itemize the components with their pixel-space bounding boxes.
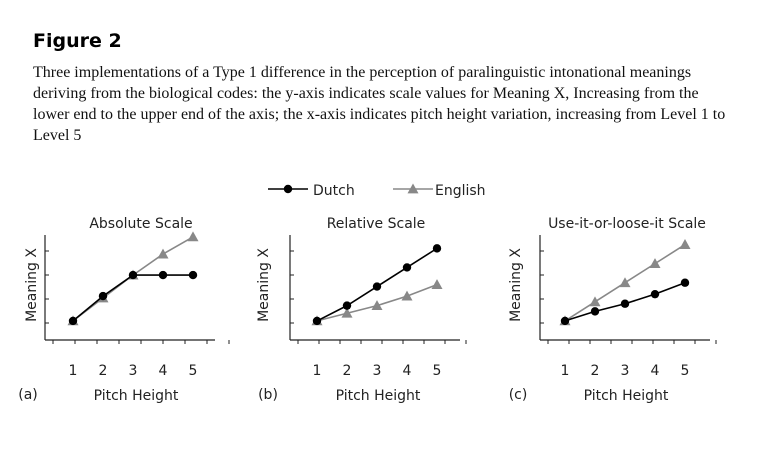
data-point-dutch-4 (158, 270, 168, 280)
series-dutch (312, 244, 442, 326)
y-axis-label: Meaning X (508, 248, 524, 322)
series-line-dutch (72, 274, 193, 322)
data-point-dutch-4 (650, 289, 660, 299)
data-point-english-3 (371, 300, 383, 311)
x-axis-label: Pitch Height (94, 388, 179, 404)
data-point-dutch-1 (560, 316, 570, 326)
x-tick-label: 1 (561, 363, 570, 379)
data-point-dutch-2 (98, 291, 108, 301)
data-point-english-2 (341, 307, 353, 318)
data-point-dutch-3 (128, 270, 138, 280)
x-tick-label: 2 (99, 363, 108, 379)
chart-panel-2: Relative Scale 1 2 3 4 5 Pitch Height Meaning X… (256, 216, 467, 404)
x-tick-label: 5 (433, 363, 442, 379)
x-tick-label: 2 (343, 363, 352, 379)
panel-label: (b) (258, 387, 278, 403)
data-point-dutch-1 (312, 316, 322, 326)
legend-marker (283, 184, 293, 194)
x-tick-label: 3 (129, 363, 138, 379)
data-point-dutch-2 (590, 307, 600, 316)
data-point-dutch-3 (372, 282, 382, 291)
panel-title: Relative Scale (327, 216, 426, 232)
y-axis-label: Meaning X (24, 248, 40, 322)
legend-label: English (435, 183, 486, 199)
data-point-english-3 (619, 277, 631, 288)
panel-title: Absolute Scale (89, 216, 192, 232)
x-tick-label: 5 (189, 363, 198, 379)
series-dutch (560, 278, 690, 326)
panel-label: (a) (18, 387, 38, 403)
data-point-english-5 (187, 231, 199, 242)
x-tick-label: 4 (403, 363, 412, 379)
chart-panel-3: Use-it-or-loose-it Scale 1 2 3 4 5 Pitch Heigh… (508, 216, 717, 404)
data-point-dutch-3 (620, 299, 630, 308)
data-point-dutch-5 (680, 278, 690, 287)
legend-label: Dutch (313, 183, 355, 199)
chart-panel-1: Absolute Scale 1 2 3 4 5 Pitch Height Meaning X… (18, 216, 230, 404)
data-point-dutch-4 (402, 263, 412, 272)
figure-caption: Three implementations of a Type 1 differ… (33, 64, 726, 144)
data-point-dutch-5 (432, 244, 442, 253)
panel-title: Use-it-or-loose-it Scale (548, 216, 706, 232)
data-point-english-4 (157, 248, 169, 259)
x-tick-label: 1 (69, 363, 78, 379)
data-point-dutch-2 (342, 301, 352, 310)
data-point-dutch-1 (68, 316, 78, 326)
x-tick-label: 4 (159, 363, 168, 379)
x-tick-label: 3 (373, 363, 382, 379)
series-english (559, 239, 691, 326)
data-point-english-4 (401, 290, 413, 301)
x-tick-label: 1 (313, 363, 322, 379)
x-tick-label: 2 (591, 363, 600, 379)
legend-item-english: English (393, 183, 486, 199)
data-point-english-4 (649, 258, 661, 269)
y-axis-label: Meaning X (256, 248, 272, 322)
legend-marker (407, 183, 419, 194)
x-tick-label: 4 (651, 363, 660, 379)
data-point-english-5 (679, 239, 691, 249)
x-tick-label: 3 (621, 363, 630, 379)
series-dutch (68, 270, 198, 326)
x-tick-label: 5 (681, 363, 690, 379)
x-axis-label: Pitch Height (336, 388, 421, 404)
legend: Dutch English (268, 183, 486, 199)
panel-label: (c) (509, 387, 528, 403)
data-point-dutch-5 (188, 270, 198, 280)
data-point-english-5 (431, 279, 443, 290)
figure-title: Figure 2 (33, 30, 122, 52)
x-axis-label: Pitch Height (584, 388, 669, 404)
legend-item-dutch: Dutch (268, 183, 355, 199)
data-point-english-2 (589, 296, 601, 307)
